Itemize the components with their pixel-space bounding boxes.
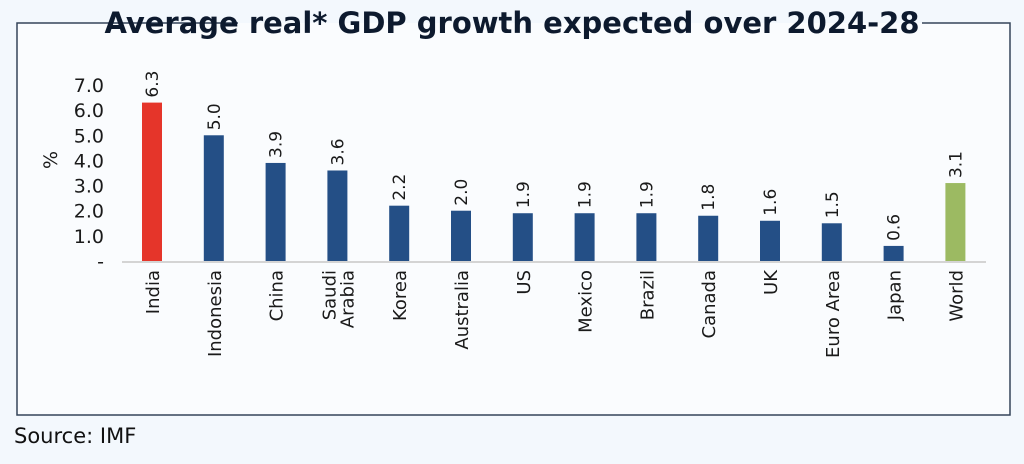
bar-australia [451, 210, 471, 261]
bar-brazil [636, 213, 657, 261]
y-tick-label: 7.0 [74, 75, 104, 97]
bar-canada [698, 215, 719, 261]
data-label: 1.9 [576, 181, 596, 208]
y-tick-label: - [97, 251, 104, 273]
data-label: 2.2 [390, 174, 410, 201]
x-tick-label: Mexico [576, 270, 597, 333]
data-label: 1.6 [761, 189, 781, 216]
chart-frame [16, 22, 1011, 416]
y-tick-label: 5.0 [74, 125, 104, 147]
data-label: 0.6 [885, 214, 905, 241]
data-label: 3.1 [946, 151, 966, 178]
bar-china [265, 162, 286, 261]
x-tick-label: Brazil [637, 270, 658, 320]
bar-uk [760, 220, 780, 261]
x-tick-label: Korea [390, 270, 411, 321]
bar-euro-area [821, 223, 842, 261]
x-tick-label: World [946, 270, 967, 322]
x-tick-label: SaudiArabia [319, 270, 358, 328]
bar-japan [883, 245, 904, 261]
x-tick-label: Canada [699, 270, 720, 339]
bar-indonesia [203, 135, 224, 261]
y-tick-label: 1.0 [74, 226, 104, 248]
x-tick-label: Japan [885, 270, 906, 321]
x-tick-label: India [143, 270, 164, 314]
chart-title: Average real* GDP growth expected over 2… [104, 6, 919, 40]
data-label: 3.9 [267, 131, 287, 158]
x-tick-label: China [267, 270, 288, 321]
data-label: 2.0 [452, 179, 472, 206]
data-label: 1.5 [823, 191, 843, 218]
source-note: Source: IMF [14, 424, 137, 448]
data-label: 1.9 [514, 181, 534, 208]
x-tick-label: US [514, 270, 535, 295]
x-tick-label: UK [761, 269, 782, 295]
data-label: 3.6 [328, 138, 348, 165]
y-tick-label: 2.0 [74, 201, 104, 223]
x-tick-label: Australia [452, 270, 473, 350]
data-label: 1.9 [637, 181, 657, 208]
y-tick-label: 4.0 [74, 150, 104, 172]
y-tick-label: 3.0 [74, 176, 104, 198]
bar-world [945, 183, 966, 261]
y-axis-label: % [40, 151, 62, 169]
x-tick-label: Indonesia [205, 270, 226, 357]
bar-saudi-arabia [327, 170, 348, 261]
data-label: 1.8 [699, 184, 719, 211]
data-label: 5.0 [205, 103, 225, 130]
data-label: 6.3 [143, 71, 163, 98]
bar-mexico [574, 213, 595, 261]
bar-korea [389, 205, 410, 261]
x-tick-label: Euro Area [823, 270, 844, 358]
y-tick-label: 6.0 [74, 100, 104, 122]
bar-us [512, 213, 533, 261]
bar-india [142, 102, 162, 261]
